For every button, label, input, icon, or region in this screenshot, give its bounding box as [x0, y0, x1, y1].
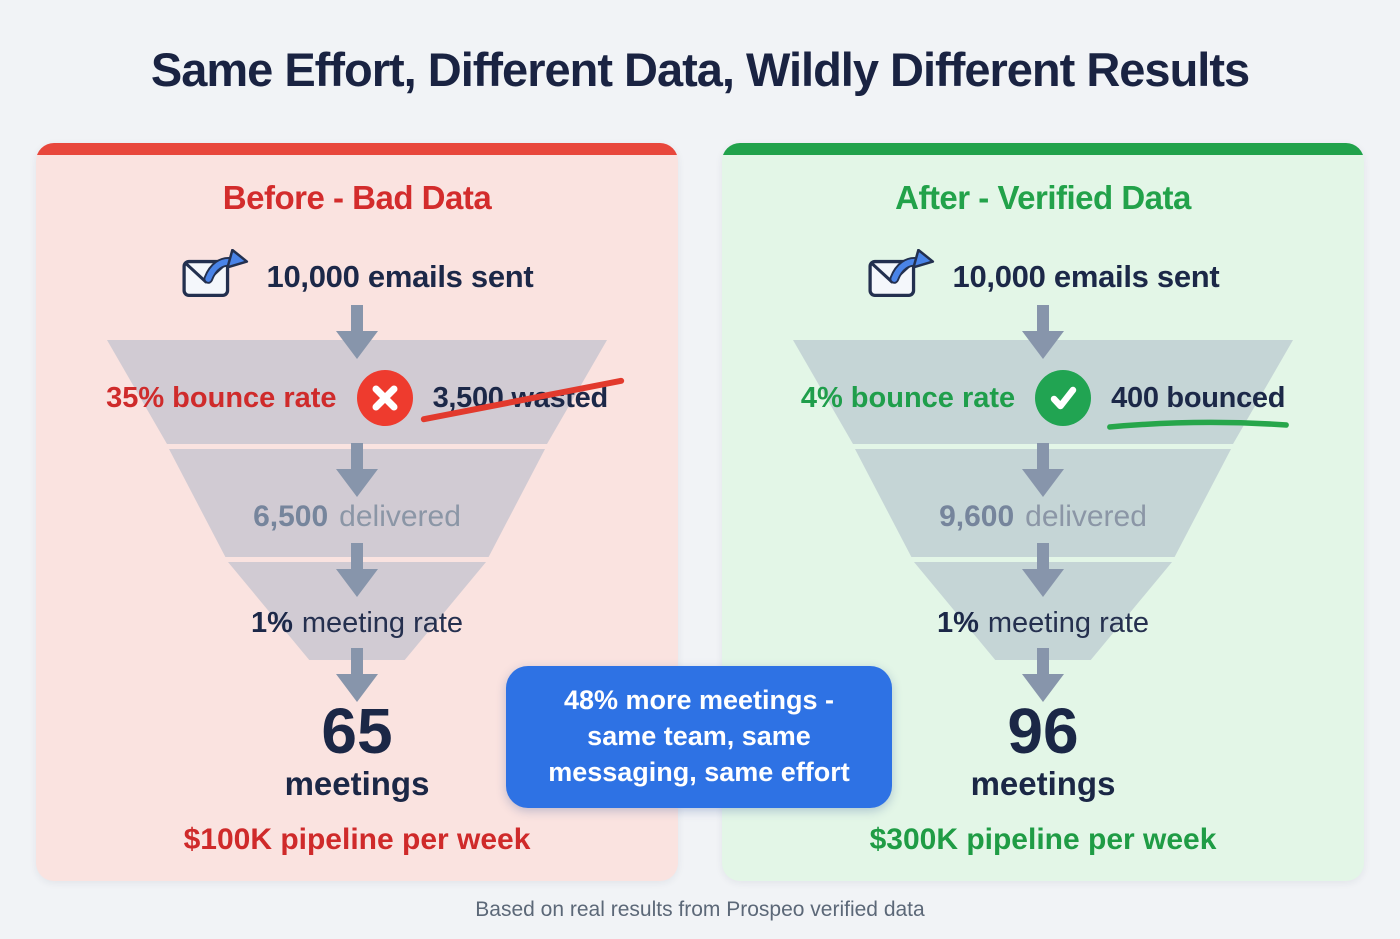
before-panel: Before - Bad Data 10,000 emails sent 35%…	[36, 143, 678, 881]
before-pipeline-text: $100K pipeline per week	[183, 823, 531, 856]
after-emails-sent-row: 10,000 emails sent	[722, 249, 1364, 305]
bounce-rate-text: 4% bounce rate	[800, 381, 1016, 414]
bounce-value-label: 400 bounced	[1111, 381, 1286, 414]
before-meetings-label: meetings	[284, 765, 430, 802]
after-panel-top-bar	[722, 143, 1364, 155]
after-pipeline-text: $300K pipeline per week	[869, 823, 1217, 856]
down-arrow-icon	[722, 305, 1364, 359]
down-arrow-icon	[36, 648, 678, 702]
bounce-value-text: 400 bounced	[1107, 381, 1290, 430]
after-panel: After - Verified Data 10,000 emails sent…	[722, 143, 1364, 881]
down-arrow-icon	[36, 305, 678, 359]
email-send-icon	[867, 249, 935, 305]
down-arrow-icon	[36, 543, 678, 597]
delivered-label: delivered	[1025, 500, 1147, 533]
meeting-rate-label: meeting rate	[301, 607, 464, 639]
down-arrow-icon	[722, 443, 1364, 497]
meeting-rate-value: 1%	[936, 607, 979, 639]
delivered-value: 6,500	[253, 500, 329, 533]
before-meeting-rate-row: 1% meeting rate	[36, 607, 678, 640]
delivered-label: delivered	[339, 500, 461, 533]
meeting-rate-label: meeting rate	[987, 607, 1150, 639]
green-underline	[1107, 419, 1290, 430]
after-meetings-label: meetings	[970, 765, 1116, 802]
footer-note: Based on real results from Prospeo verif…	[475, 898, 925, 921]
callout-line: 48% more meetings -	[563, 685, 835, 716]
before-panel-top-bar	[36, 143, 678, 155]
after-panel-title: After - Verified Data	[895, 179, 1191, 216]
callout-line: same team, same	[587, 721, 811, 752]
after-delivered-row: 9,600 delivered	[722, 500, 1364, 534]
bounce-rate-text: 35% bounce rate	[106, 381, 337, 414]
after-bounce-row: 4% bounce rate 400 bounced	[722, 369, 1364, 430]
check-icon	[1035, 370, 1092, 426]
before-emails-sent-row: 10,000 emails sent	[36, 249, 678, 305]
down-arrow-icon	[36, 443, 678, 497]
after-meetings-count: 96	[1007, 695, 1079, 767]
down-arrow-icon	[722, 543, 1364, 597]
before-meetings-count: 65	[321, 695, 393, 767]
meeting-rate-value: 1%	[250, 607, 293, 639]
callout-line: messaging, same effort	[548, 756, 850, 787]
email-send-icon	[181, 249, 249, 305]
delivered-value: 9,600	[939, 500, 1015, 533]
emails-sent-text: 10,000 emails sent	[952, 259, 1220, 294]
before-panel-title: Before - Bad Data	[222, 179, 492, 216]
emails-sent-text: 10,000 emails sent	[266, 259, 534, 294]
bounce-value-text: 3,500 wasted	[419, 376, 625, 423]
after-meeting-rate-row: 1% meeting rate	[722, 607, 1364, 640]
x-icon	[356, 370, 413, 426]
before-delivered-row: 6,500 delivered	[36, 500, 678, 534]
page-title: Same Effort, Different Data, Wildly Diff…	[150, 43, 1250, 96]
comparison-callout: 48% more meetings - same team, same mess…	[506, 666, 892, 808]
down-arrow-icon	[722, 648, 1364, 702]
before-bounce-row: 35% bounce rate 3,500 wasted	[36, 369, 678, 427]
